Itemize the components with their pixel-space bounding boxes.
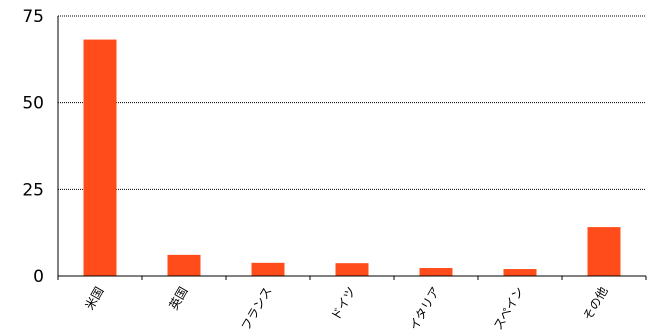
- y-tick-label: 0: [33, 267, 44, 287]
- y-tick-label: 25: [22, 180, 44, 200]
- bar-2: [251, 262, 285, 276]
- bar-1: [167, 254, 201, 276]
- x-category-labels: 米国 英国 フランス ドイツ イタリア スペイン その他: [82, 285, 610, 333]
- x-category-label: 米国: [82, 285, 106, 313]
- x-category-label: イタリア: [407, 285, 443, 333]
- bar-3: [335, 263, 369, 276]
- x-category-label: 英国: [166, 285, 190, 313]
- y-tick-label: 75: [22, 7, 44, 27]
- y-tick-labels: 0 25 50 75: [22, 7, 44, 287]
- bar-4: [419, 268, 453, 276]
- y-tick-label: 50: [22, 94, 44, 114]
- bars: [83, 39, 621, 276]
- bar-6: [587, 227, 621, 276]
- x-category-label: フランス: [239, 285, 275, 333]
- bar-5: [503, 269, 537, 276]
- x-category-label: ドイツ: [328, 285, 358, 323]
- gridlines: [58, 15, 646, 190]
- axes: [57, 16, 646, 277]
- x-tick-marks: [57, 276, 647, 280]
- x-category-label: スペイン: [491, 285, 527, 333]
- bar-0: [83, 39, 117, 276]
- x-category-label: その他: [580, 285, 610, 323]
